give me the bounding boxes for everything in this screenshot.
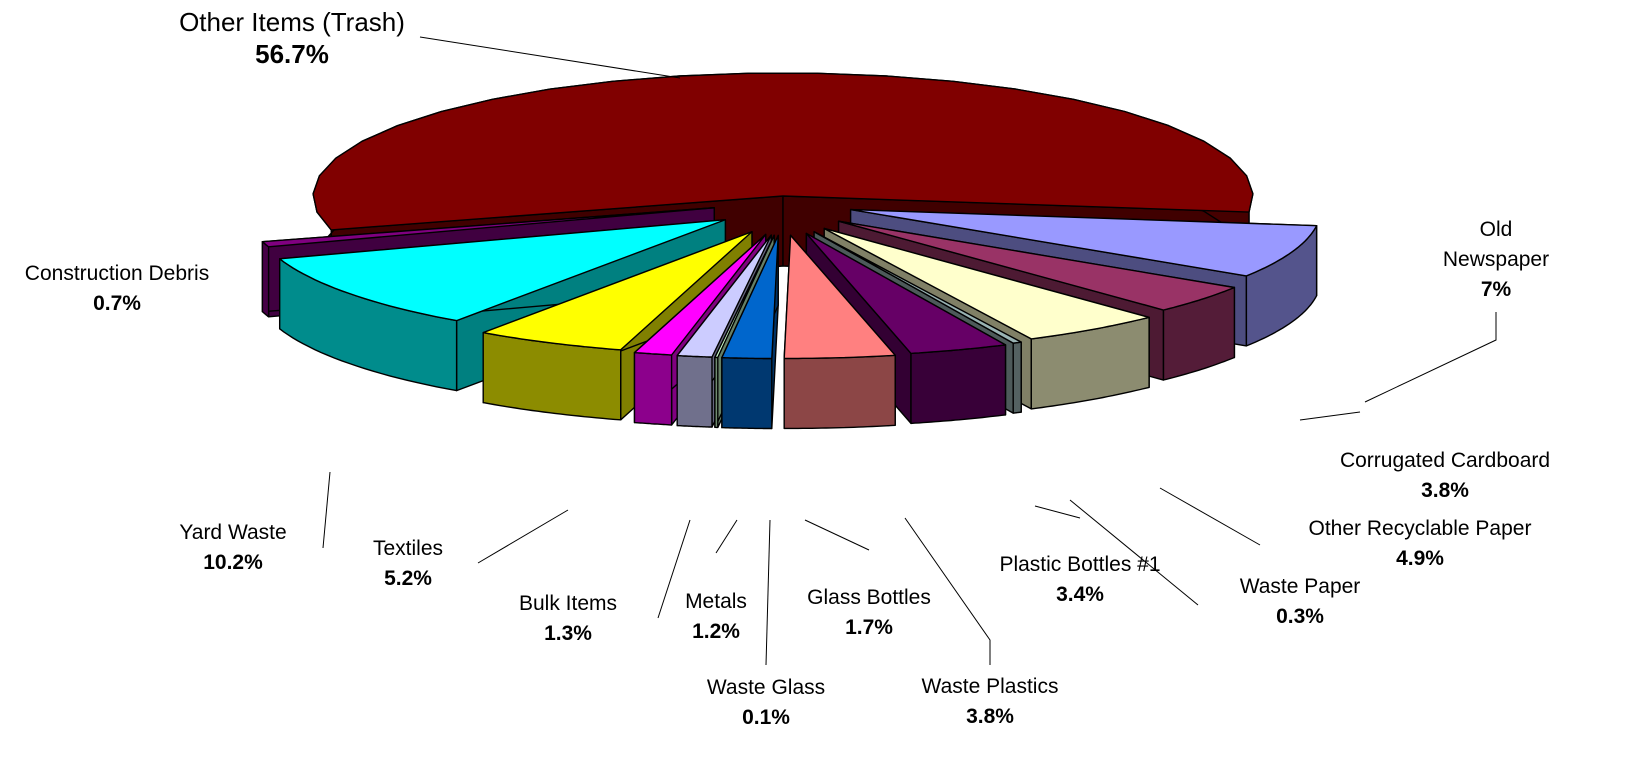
slice-labels: Other Items (Trash)56.7% Old Newspaper 7% Co… (25, 7, 1550, 729)
label-plastic-bottles-1: Plastic Bottles #1 (999, 553, 1160, 576)
label-waste-plastics: Waste Plastics (922, 675, 1059, 698)
pct-other-recyclable-paper: 4.9% (1396, 547, 1444, 570)
slice-top (482, 231, 753, 351)
pct-other-items-trash: 56.7% (255, 39, 329, 69)
slice-side (910, 344, 1007, 425)
pct-plastic-bottles-1: 3.4% (1056, 583, 1104, 606)
slice-top (783, 234, 896, 360)
leader-other-recyclable-paper (1159, 487, 1261, 546)
leader-yard-waste (322, 471, 331, 549)
slice-top (261, 207, 715, 248)
slice-side (676, 354, 713, 428)
leader-waste-glass (765, 519, 771, 666)
leader-bulk-items (657, 519, 691, 619)
slice-top (312, 72, 1254, 231)
label-other-items-trash: Other Items (Trash) (179, 7, 405, 37)
label-yard-waste: Yard Waste (179, 521, 286, 544)
slice-side (721, 356, 773, 430)
pct-waste-paper: 0.3% (1276, 605, 1324, 628)
leader-corrugated-cardboard (1299, 411, 1361, 421)
pct-old-newspaper: 7% (1481, 278, 1512, 301)
slice-glass-bottles (721, 234, 779, 430)
pct-waste-plastics: 3.8% (966, 705, 1014, 728)
slice-side (783, 354, 896, 430)
label-construction-debris: Construction Debris (25, 262, 209, 285)
slice-side (1012, 341, 1022, 414)
leader-old-newspaper (1364, 312, 1497, 403)
label-glass-bottles: Glass Bottles (807, 586, 931, 609)
pct-textiles: 5.2% (384, 567, 432, 590)
label-metals: Metals (685, 590, 747, 613)
label-textiles: Textiles (373, 537, 443, 560)
pct-construction-debris: 0.7% (93, 292, 141, 315)
leader-plastic-bottles-1 (1034, 505, 1081, 519)
slice-waste-plastics (783, 234, 896, 430)
label-waste-glass: Waste Glass (707, 676, 825, 699)
slices-layer (261, 72, 1318, 430)
leader-textiles (477, 509, 569, 564)
slice-top (633, 233, 767, 356)
pct-yard-waste: 10.2% (203, 551, 263, 574)
label-old-newspaper: Newspaper (1443, 248, 1549, 271)
pct-corrugated-cardboard: 3.8% (1421, 479, 1469, 502)
slice-top (805, 232, 1007, 355)
label-waste-paper: Waste Paper (1240, 575, 1361, 598)
leader-waste-paper (1069, 499, 1199, 606)
pct-glass-bottles: 1.7% (845, 616, 893, 639)
slice-top (813, 231, 1022, 344)
label-other-recyclable-paper: Other Recyclable Paper (1309, 517, 1532, 540)
slice-top (676, 234, 772, 358)
slice-side (714, 356, 719, 429)
pct-waste-glass: 0.1% (742, 706, 790, 729)
pct-bulk-items: 1.3% (544, 622, 592, 645)
slice-top (279, 219, 727, 322)
leader-waste-plastics (904, 517, 991, 665)
slice-top (837, 220, 1236, 311)
label-corrugated-cardboard: Corrugated Cardboard (1340, 449, 1550, 472)
slice-top (823, 227, 1150, 340)
leader-metals (715, 519, 738, 554)
label-bulk-items: Bulk Items (519, 592, 617, 615)
leader-lines (322, 36, 1497, 666)
leader-other-items-trash (419, 36, 681, 79)
slice-top (721, 234, 779, 360)
slice-top (849, 208, 1318, 277)
slice-side (261, 241, 270, 318)
slice-top (714, 234, 775, 359)
leader-glass-bottles (804, 519, 870, 551)
pct-metals: 1.2% (692, 620, 740, 643)
label-old-newspaper: Old (1480, 218, 1513, 241)
slice-side (633, 351, 673, 426)
